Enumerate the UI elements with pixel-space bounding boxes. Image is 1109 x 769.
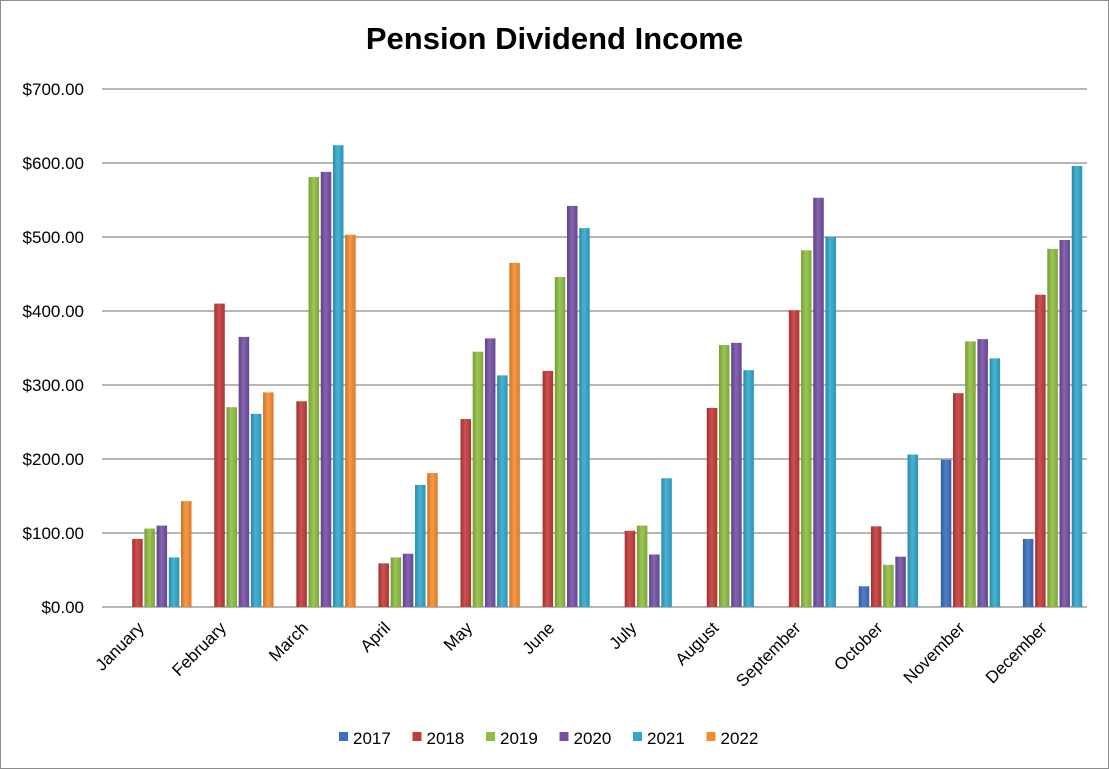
bar-2018-october	[870, 526, 882, 607]
bar-2022-january	[181, 501, 192, 607]
bar-2017-november	[940, 459, 952, 607]
chart-title: Pension Dividend Income	[365, 21, 744, 56]
bar-2018-january	[132, 538, 143, 607]
bar-2020-august	[731, 342, 742, 607]
legend-swatch-2019	[486, 732, 495, 741]
bar-2022-march	[345, 234, 356, 607]
bar-2021-october	[907, 454, 919, 607]
bar-2021-august	[743, 370, 754, 607]
y-tick-label: $300.00	[23, 376, 84, 395]
x-tick-label: October	[830, 618, 886, 674]
bar-2018-february	[214, 303, 225, 607]
x-tick-label: December	[982, 618, 1051, 687]
bar-2022-may	[509, 262, 520, 607]
x-tick-label: November	[900, 618, 969, 687]
bar-2022-april	[427, 473, 438, 607]
x-tick-label: March	[265, 618, 312, 665]
legend: 2017 2018 2019 2020 2021 2022	[339, 729, 758, 748]
legend-swatch-2021	[633, 732, 642, 741]
bar-2021-march	[332, 145, 344, 608]
bar-2019-september	[801, 250, 812, 607]
legend-label-2019: 2019	[500, 729, 538, 748]
bar-2021-april	[415, 484, 426, 607]
bar-2019-december	[1047, 248, 1058, 607]
bar-2018-november	[953, 393, 964, 607]
x-tick-label: June	[519, 618, 559, 658]
bar-2019-march	[308, 177, 320, 607]
legend-label-2022: 2022	[721, 729, 759, 748]
bar-2018-may	[460, 419, 472, 607]
legend-swatch-2017	[339, 732, 348, 741]
y-tick-label: $200.00	[23, 450, 84, 469]
bar-2021-july	[661, 478, 672, 607]
bar-2021-december	[1071, 165, 1083, 607]
bar-2021-june	[579, 228, 590, 607]
legend-swatch-2018	[412, 732, 422, 741]
bar-2021-november	[989, 358, 1001, 607]
bar-2018-september	[788, 310, 800, 607]
bar-2017-december	[1022, 538, 1034, 607]
bar-2020-october	[895, 556, 906, 607]
x-tick-label: April	[357, 618, 394, 655]
x-tick-label: January	[92, 618, 149, 675]
bar-2019-april	[390, 557, 402, 607]
x-tick-label: February	[168, 618, 230, 680]
legend-label-2020: 2020	[574, 729, 612, 748]
y-tick-label: $500.00	[23, 228, 84, 247]
bar-2018-april	[378, 563, 389, 607]
legend-label-2017: 2017	[353, 729, 391, 748]
bar-2021-september	[825, 237, 836, 607]
bar-2020-may	[484, 338, 496, 607]
y-axis-tick-labels: $0.00 $100.00 $200.00 $300.00 $400.00 $500.00…	[23, 80, 84, 617]
legend-swatch-2022	[706, 732, 716, 741]
y-tick-label: $100.00	[23, 524, 84, 543]
bar-2018-july	[624, 530, 636, 607]
gridlines	[102, 88, 1087, 608]
bar-2018-june	[542, 370, 554, 607]
bar-2020-april	[402, 553, 414, 607]
bars	[132, 145, 1083, 608]
bar-2020-march	[320, 171, 332, 607]
y-tick-label: $700.00	[23, 80, 84, 99]
bar-2021-february	[250, 413, 262, 607]
y-tick-label: $0.00	[41, 598, 84, 617]
bar-2018-march	[296, 401, 307, 607]
bar-2020-december	[1059, 239, 1071, 607]
legend-label-2018: 2018	[427, 729, 465, 748]
legend-swatch-2020	[559, 732, 569, 741]
bar-2020-june	[567, 205, 578, 608]
bar-2022-february	[263, 392, 274, 607]
x-tick-label: September	[732, 618, 804, 690]
bar-2020-july	[649, 554, 660, 607]
bar-2019-july	[636, 525, 648, 607]
bar-2019-january	[144, 528, 155, 607]
bar-2019-august	[718, 345, 730, 607]
x-axis-tick-labels: January February March April May June July Augu…	[92, 618, 1051, 691]
bar-2021-may	[497, 375, 508, 607]
bar-2018-august	[706, 407, 718, 607]
bar-2020-february	[238, 336, 250, 607]
bar-2020-november	[977, 339, 988, 607]
bar-2019-november	[965, 341, 976, 607]
x-tick-label: August	[672, 618, 723, 669]
bar-2019-may	[472, 351, 484, 607]
bar-2019-february	[226, 407, 237, 607]
legend-label-2021: 2021	[647, 729, 685, 748]
y-tick-label: $600.00	[23, 154, 84, 173]
bar-2019-october	[883, 564, 894, 607]
bar-2017-october	[858, 586, 870, 607]
y-tick-label: $400.00	[23, 302, 84, 321]
bar-2018-december	[1035, 294, 1046, 607]
bar-2020-january	[156, 525, 168, 607]
x-tick-label: May	[440, 618, 476, 654]
bar-2021-january	[168, 557, 180, 607]
bar-2019-june	[554, 276, 566, 607]
x-tick-label: July	[606, 618, 641, 653]
bar-2020-september	[813, 197, 824, 607]
